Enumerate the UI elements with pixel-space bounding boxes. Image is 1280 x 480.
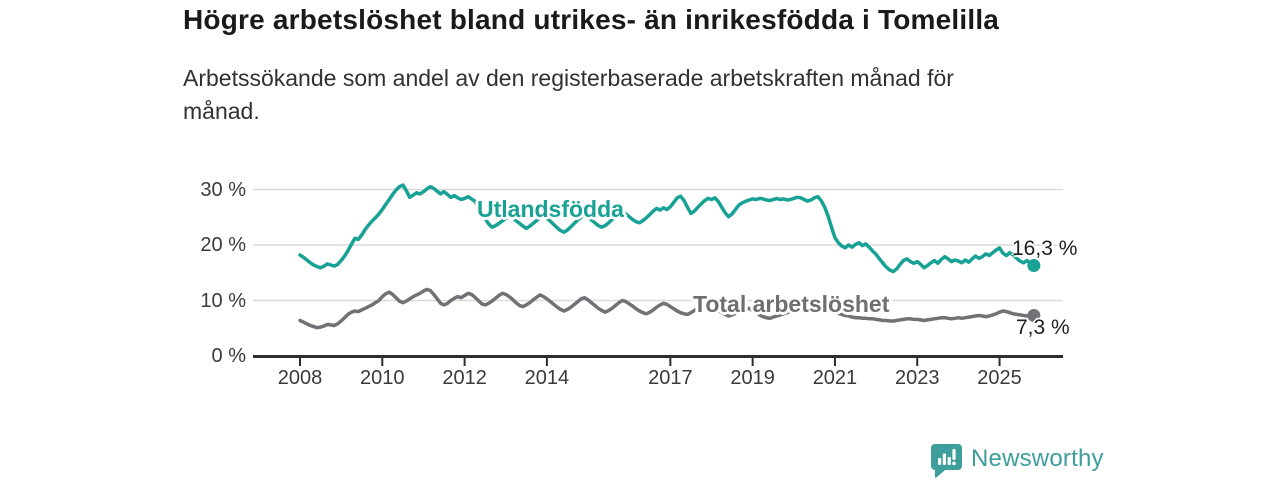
series-end-dot-0 [1027, 259, 1041, 273]
series-line-1 [298, 287, 1036, 330]
y-tick-label: 0 % [211, 345, 246, 367]
x-tick-label: 2023 [895, 367, 940, 389]
x-tick-label: 2010 [360, 367, 405, 389]
x-tick-label: 2019 [730, 367, 775, 389]
x-tick-label: 2008 [277, 367, 323, 389]
x-tick-label: 2012 [442, 367, 487, 389]
series-line-0 [298, 183, 1036, 274]
page-subtitle: Arbetssökande som andel av den registerb… [183, 65, 954, 124]
series-label-total-arbetsloshet: Total arbetslöshet [693, 291, 890, 317]
end-value-label-total: 7,3 % [1016, 316, 1070, 339]
page-title: Högre arbetslöshet bland utrikes- än inr… [183, 4, 1000, 35]
bar-chart-speech-bubble-icon [931, 444, 962, 478]
newsworthy-footer: Newsworthy [930, 443, 1104, 478]
series-end-dot-1 [1027, 308, 1041, 322]
y-tick-label: 30 % [200, 178, 246, 201]
x-tick-label: 2014 [524, 367, 570, 389]
series-label-utlandsfodda: Utlandsfödda [477, 196, 624, 222]
y-tick-label: 20 % [200, 234, 246, 256]
x-tick-label: 2017 [648, 367, 693, 389]
brand-wordmark: Newsworthy [971, 445, 1104, 472]
x-tick-label: 2021 [812, 367, 858, 389]
end-value-label-utlandsfodda: 16,3 % [1012, 237, 1078, 260]
y-tick-label: 10 % [200, 289, 246, 312]
x-tick-label: 2025 [977, 367, 1022, 389]
